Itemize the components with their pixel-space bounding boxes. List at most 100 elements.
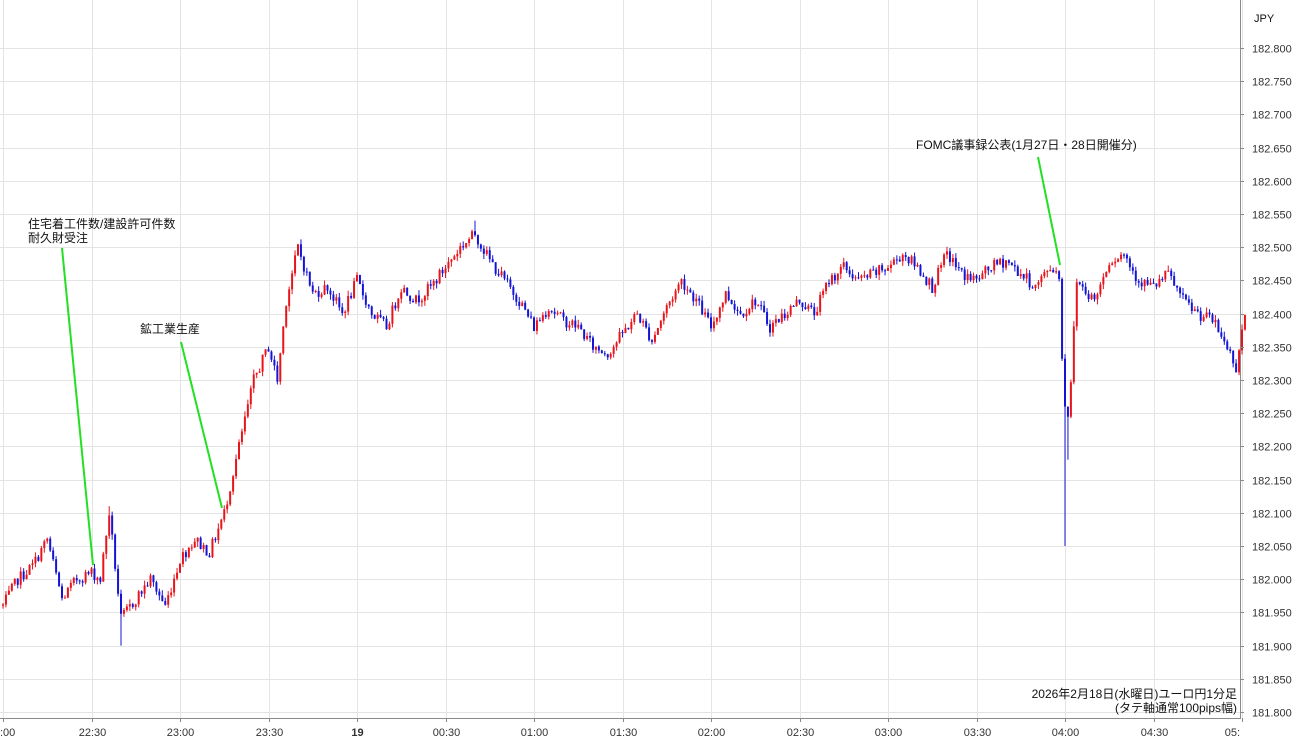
candle-body	[199, 537, 202, 549]
candle-body	[31, 563, 34, 565]
candle-body	[1002, 258, 1005, 268]
candle-body	[721, 302, 724, 308]
candle-body	[415, 295, 417, 303]
y-tick-label: 182.800	[1252, 44, 1292, 56]
candle-body	[10, 583, 13, 591]
candle-body	[302, 256, 305, 272]
candle-body	[173, 578, 176, 593]
candle-body	[580, 324, 583, 330]
candle-body	[211, 538, 214, 558]
x-tick-label: 03:30	[964, 727, 992, 739]
candle-body	[181, 552, 184, 565]
candle-body	[618, 332, 621, 343]
candle-body	[1013, 265, 1016, 267]
candle-body	[695, 298, 698, 302]
candle-body	[412, 300, 415, 303]
candle-body	[984, 266, 987, 274]
candle-body	[297, 244, 299, 256]
candle-body	[338, 297, 341, 308]
candle-body	[801, 302, 804, 308]
caption-line-1: 2026年2月18日(水曜日)ユーロ円1分足	[1032, 687, 1237, 701]
x-tick-label: 05:	[1225, 727, 1240, 739]
candle-body	[1164, 270, 1167, 280]
candle-body	[299, 244, 302, 257]
candle-body	[232, 476, 235, 492]
candle-body	[226, 504, 229, 510]
x-tick-label: 02:00	[698, 727, 726, 739]
candle-body	[972, 275, 975, 281]
candle-body	[948, 251, 951, 263]
candle-body	[798, 299, 801, 303]
candle-body	[656, 327, 659, 335]
candle-body	[382, 317, 385, 319]
candle-body	[872, 269, 875, 271]
candle-body	[1243, 315, 1246, 330]
candle-body	[34, 556, 37, 564]
candle-body	[677, 284, 680, 291]
candle-body	[789, 306, 792, 315]
candle-body	[742, 313, 745, 317]
candle-body	[960, 268, 963, 270]
candle-body	[954, 258, 957, 268]
candle-body	[69, 582, 72, 588]
candle-body	[636, 313, 639, 315]
candle-body	[771, 322, 774, 333]
candle-body	[553, 311, 556, 314]
candle-body	[19, 571, 22, 585]
candle-body	[913, 256, 916, 267]
candle-body	[49, 538, 52, 551]
candles	[2, 220, 1246, 646]
candle-body	[860, 275, 863, 278]
candle-body	[471, 231, 474, 240]
candle-body	[1149, 282, 1152, 285]
candle-body	[344, 311, 347, 314]
candle-body	[108, 515, 111, 536]
candle-body	[279, 353, 282, 382]
candle-body	[645, 321, 648, 328]
candle-body	[1128, 258, 1131, 268]
candle-body	[621, 332, 624, 334]
candle-body	[940, 265, 943, 268]
candle-body	[326, 285, 329, 291]
candle-body	[320, 294, 323, 297]
candle-body	[187, 547, 190, 558]
y-tick-label: 182.400	[1252, 310, 1292, 322]
candle-body	[356, 275, 358, 282]
y-tick-label: 182.750	[1252, 77, 1292, 89]
candle-body	[780, 313, 783, 322]
candle-body	[243, 416, 246, 432]
candle-body	[538, 320, 541, 322]
candle-body	[724, 291, 727, 303]
candle-body	[388, 323, 391, 330]
candle-body	[468, 239, 471, 243]
annotation-label: 鉱工業生産	[140, 321, 200, 336]
candle-body	[240, 431, 243, 443]
candle-body	[367, 304, 370, 307]
candle-body	[766, 312, 769, 325]
candle-body	[1173, 276, 1176, 286]
candle-body	[1019, 274, 1022, 277]
candle-body	[361, 284, 364, 296]
annotation-pointer	[1037, 156, 1061, 266]
candle-body	[494, 262, 497, 274]
candle-body	[1176, 285, 1179, 288]
candle-body	[214, 538, 217, 541]
candle-body	[308, 271, 311, 286]
candle-body	[196, 537, 199, 542]
candle-body	[910, 256, 913, 264]
candle-body	[347, 295, 350, 312]
candle-body	[140, 591, 143, 594]
annotation-pointer	[61, 247, 94, 566]
candle-body	[288, 289, 291, 307]
candle-body	[698, 298, 701, 301]
candle-body	[1137, 281, 1140, 283]
candle-body	[854, 277, 857, 279]
candle-body	[314, 290, 317, 292]
candle-body	[653, 334, 656, 342]
candle-body	[217, 528, 220, 541]
candle-body	[267, 349, 270, 352]
y-tick-label: 182.600	[1252, 177, 1292, 189]
candle-body	[704, 312, 707, 315]
candle-body	[1058, 271, 1061, 280]
candle-body	[736, 309, 739, 311]
